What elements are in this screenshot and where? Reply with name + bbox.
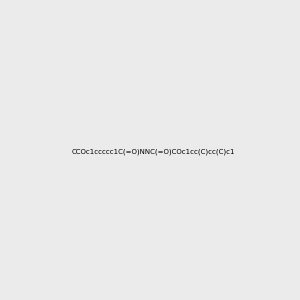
Text: CCOc1ccccc1C(=O)NNC(=O)COc1cc(C)cc(C)c1: CCOc1ccccc1C(=O)NNC(=O)COc1cc(C)cc(C)c1 xyxy=(72,148,236,155)
